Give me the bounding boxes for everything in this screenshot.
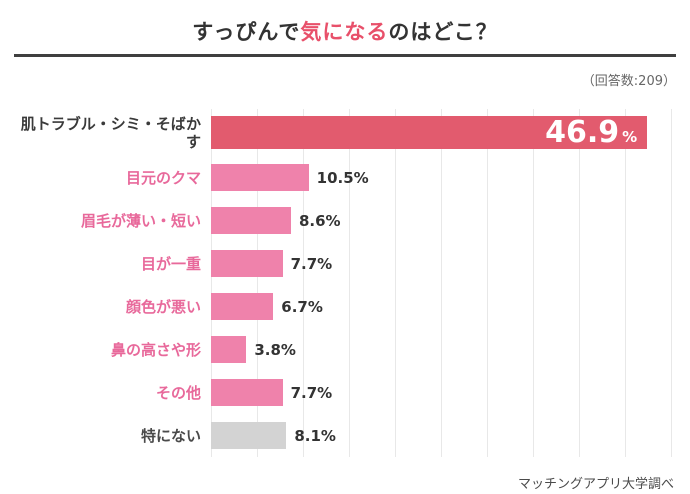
category-label: 特にない [140,426,201,445]
bar-row: 顔色が悪い 6.7% [14,285,676,328]
bar-track: 7.7% [211,242,676,285]
bar [211,379,283,406]
category-label: 目元のクマ [125,168,201,187]
bar-row: 眉毛が薄い・短い 8.6% [14,199,676,242]
bar-track: 6.7% [211,285,676,328]
value-label: 7.7% [290,383,333,402]
bar-row: その他 7.7% [14,371,676,414]
bar-track: 8.6% [211,199,676,242]
category-label: 目が一重 [140,254,201,273]
value-label: 10.5% [316,168,369,187]
bar [211,293,274,320]
bar-track: 7.7% [211,371,676,414]
bar-track: 46.9% [211,109,676,156]
title-part1: すっぴんで [192,20,301,44]
bar-track: 10.5% [211,156,676,199]
bar [211,207,291,234]
bar-track: 3.8% [211,328,676,371]
bar-chart: 肌トラブル・シミ・そばかす 46.9% 目元のクマ 10.5% 眉毛が薄い・短い… [14,109,676,457]
value-label: 46.9% [545,114,638,150]
title-highlight: 気になる [300,20,389,44]
category-label: その他 [155,383,201,402]
page-title: すっぴんで気になるのはどこ？ [14,12,676,46]
bar-row: 特にない 8.1% [14,414,676,457]
percent-sign: % [622,127,638,146]
value-label: 7.7% [290,254,333,273]
bar-row: 目が一重 7.7% [14,242,676,285]
respondent-count: （回答数:209） [581,74,676,89]
category-label: 鼻の高さや形 [110,340,201,359]
title-underline [14,54,676,57]
bar: 46.9% [211,114,648,150]
bar [211,422,287,449]
bar-row: 肌トラブル・シミ・そばかす 46.9% [14,109,676,156]
bar-track: 8.1% [211,414,676,457]
bar [211,250,283,277]
title-part2: のはどこ？ [388,20,498,44]
category-label: 眉毛が薄い・短い [80,211,201,230]
value-label: 3.8% [254,340,296,359]
bar-row: 鼻の高さや形 3.8% [14,328,676,371]
category-label: 肌トラブル・シミ・そばかす [20,114,201,151]
bar [211,164,309,191]
bar [211,336,247,363]
bar-row: 目元のクマ 10.5% [14,156,676,199]
source-credit: マッチングアプリ大学調べ [517,477,674,492]
value-label: 8.1% [294,426,336,445]
category-label: 顔色が悪い [125,297,201,316]
value-label: 6.7% [281,297,323,316]
value-label: 8.6% [298,211,341,230]
